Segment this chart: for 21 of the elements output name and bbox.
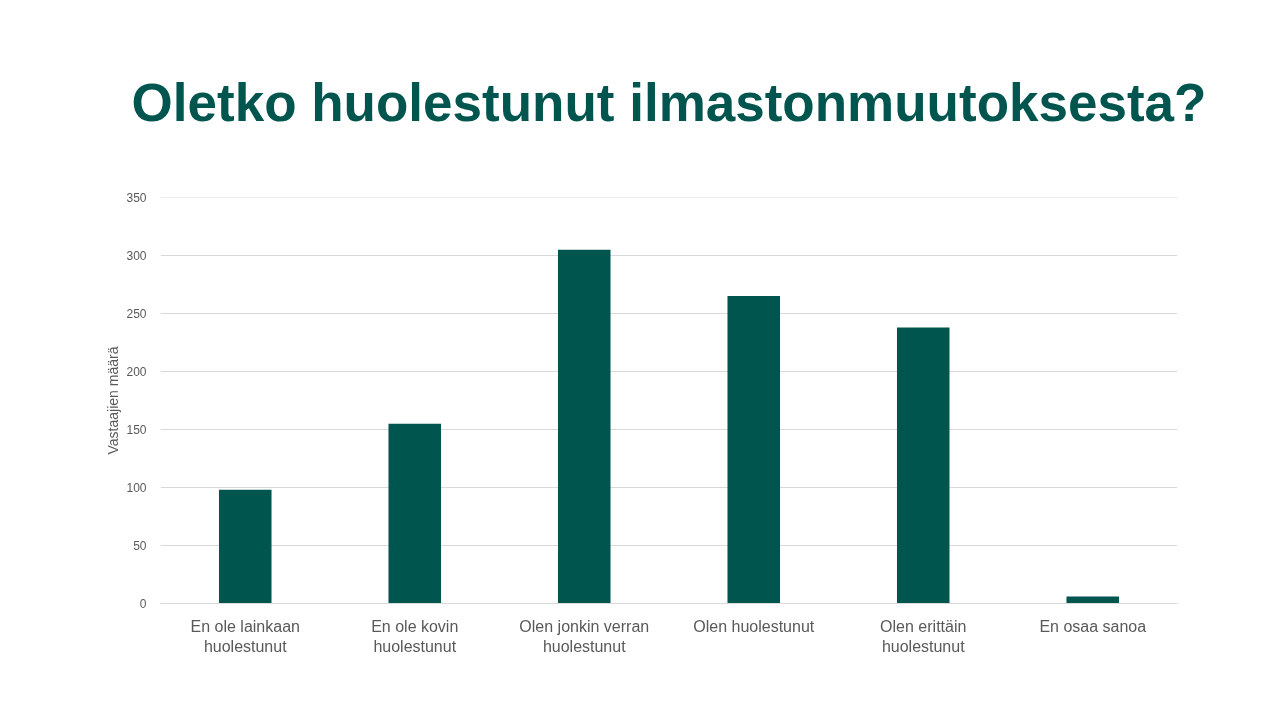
x-tick-label: En ole kovin huolestunut: [371, 617, 459, 655]
y-tick-label: 50: [133, 539, 147, 553]
y-tick-label: 200: [126, 365, 147, 379]
y-tick-label: 300: [126, 249, 147, 263]
y-tick-label: 0: [139, 597, 147, 611]
bar: [388, 423, 442, 604]
x-tick-label: En ole lainkaan huolestunut: [190, 617, 300, 655]
y-tick-label: 250: [126, 307, 147, 321]
bar: [896, 327, 950, 604]
bar: [557, 249, 611, 604]
x-tick-label: Olen jonkin verran huolestunut: [519, 617, 650, 655]
x-tick-label: En osaa sanoa: [1039, 617, 1147, 635]
chart-title: Oletko huolestunut ilmastonmuutoksesta?: [131, 72, 1207, 132]
y-tick-label: 150: [126, 423, 147, 437]
x-tick-label: Olen huolestunut: [693, 617, 815, 635]
bar: [218, 489, 272, 604]
y-tick-label: 350: [126, 191, 147, 205]
y-tick-label: 100: [126, 481, 147, 495]
bar: [727, 296, 781, 604]
y-axis-title: Vastaajien määrä: [105, 346, 122, 455]
x-tick-label: Olen erittäin huolestunut: [880, 617, 967, 655]
